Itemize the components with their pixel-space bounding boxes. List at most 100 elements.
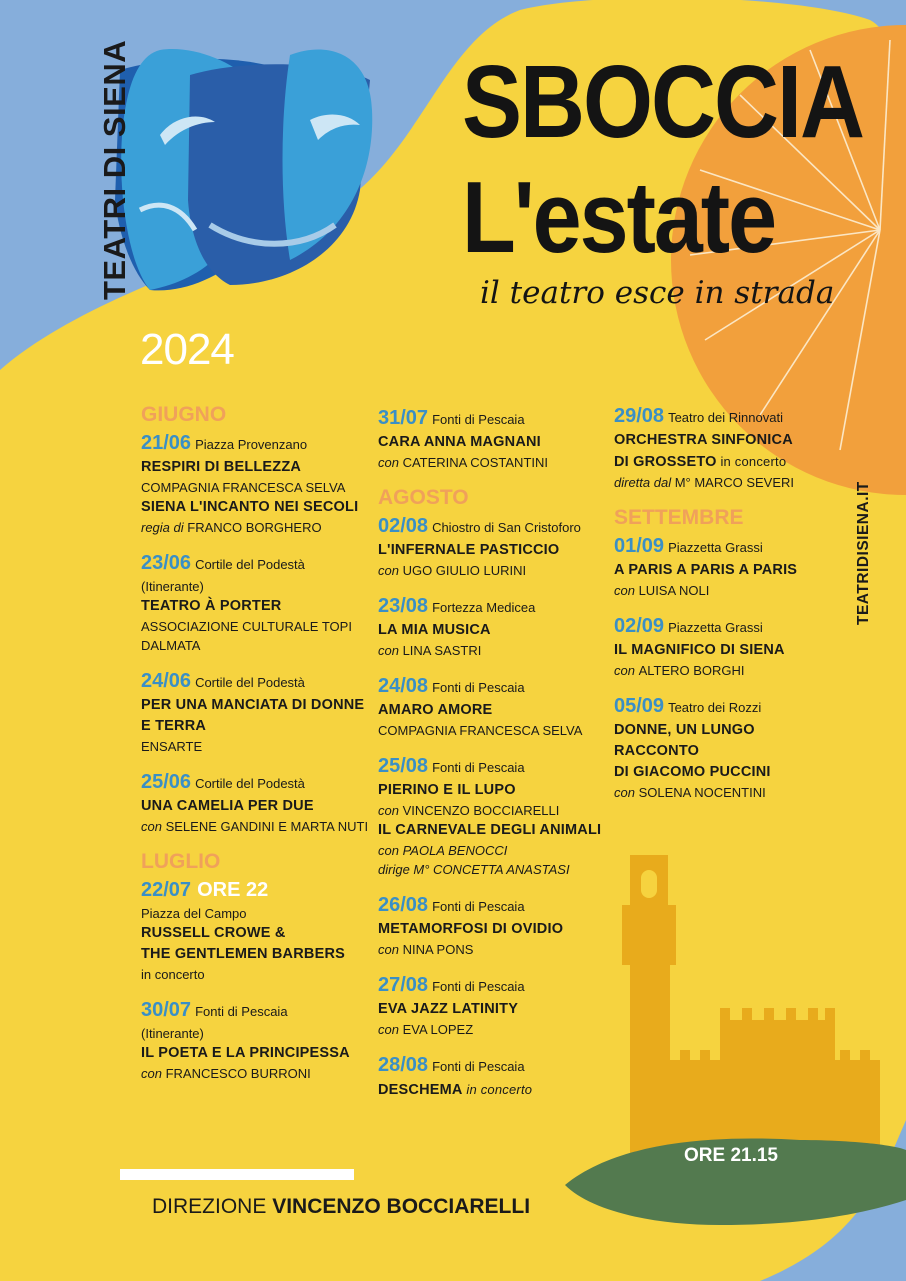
event-venue: Chiostro di San Cristoforo (432, 520, 581, 535)
month-heading: SETTEMBRE (614, 506, 744, 529)
show-time: ORE 21.15 (684, 1145, 778, 1166)
event-date: 23/08 (378, 595, 429, 617)
line-text: UNA CAMELIA PER DUE (141, 798, 314, 814)
event-title: AMARO AMORE (378, 700, 608, 721)
line-text: IL MAGNIFICO DI SIENA (614, 642, 785, 658)
footer-name: VINCENZO BOCCIARELLI (272, 1195, 531, 1218)
event-date-row: 01/09 Piazzetta Grassi (614, 534, 814, 560)
line-text: IL CARNEVALE DEGLI ANIMALI (378, 822, 602, 838)
event-title: PIERINO E IL LUPO (378, 780, 608, 801)
event-venue: Cortile del Podestà (195, 776, 305, 791)
line-text: (Itinerante) (141, 579, 204, 594)
line-text: CARA ANNA MAGNANI (378, 434, 541, 450)
event-date-row: 23/08 Fortezza Medicea (378, 594, 608, 620)
event-credit: con VINCENZO BOCCIARELLI (378, 801, 608, 820)
event-venue: Fonti di Pescaia (432, 979, 525, 994)
line-text: SIENA L'INCANTO NEI SECOLI (141, 499, 359, 515)
line-text: TEATRO À PORTER (141, 598, 282, 614)
event-title: IL MAGNIFICO DI SIENA (614, 640, 814, 661)
event-venue: Fonti di Pescaia (432, 1059, 525, 1074)
line-text: in concerto (141, 967, 205, 982)
event-venue: Fonti di Pescaia (432, 412, 525, 427)
event-date: 01/09 (614, 535, 665, 557)
event-date: 21/06 (141, 432, 192, 454)
line-text: EVA LOPEZ (402, 1022, 474, 1037)
event-item: 23/08 Fortezza Medicea LA MIA MUSICA con LI… (378, 594, 608, 660)
line-text: M° MARCO SEVERI (674, 475, 795, 490)
event-title: RUSSELL CROWE & (141, 923, 371, 944)
event-date-row: 22/07 ORE 22 (141, 878, 371, 904)
event-title: E TERRA (141, 716, 371, 737)
line-text: DI GROSSETO (614, 454, 717, 470)
event-credit: ASSOCIAZIONE CULTURALE TOPI (141, 617, 371, 636)
event-title: IL CARNEVALE DEGLI ANIMALI (378, 820, 608, 841)
event-date: 02/09 (614, 615, 665, 637)
event-item: 24/08 Fonti di Pescaia AMARO AMORE COMPAGNI… (378, 674, 608, 740)
event-credit: regia di FRANCO BORGHERO (141, 518, 371, 537)
line-text: ENSARTE (141, 739, 203, 754)
line-text: FRANCESCO BURRONI (165, 1066, 311, 1081)
event-title: A PARIS A PARIS A PARIS (614, 560, 814, 581)
event-date: 25/06 (141, 771, 192, 793)
event-date: 30/07 (141, 999, 192, 1021)
line-text: VINCENZO BOCCIARELLI (402, 803, 560, 818)
event-credit: con SELENE GANDINI E MARTA NUTI (141, 817, 371, 836)
event-credit: COMPAGNIA FRANCESCA SELVA (141, 478, 371, 497)
event-title: METAMORFOSI DI OVIDIO (378, 919, 608, 940)
line-text: PIERINO E IL LUPO (378, 782, 516, 798)
credit-prefix: con (378, 455, 403, 470)
event-credit: con FRANCESCO BURRONI (141, 1064, 371, 1083)
line-text: RESPIRI DI BELLEZZA (141, 459, 302, 475)
line-suffix: in concerto (462, 1082, 533, 1097)
line-text: CATERINA COSTANTINI (402, 455, 548, 470)
event-title: EVA JAZZ LATINITY (378, 999, 608, 1020)
event-title: UNA CAMELIA PER DUE (141, 796, 371, 817)
event-credit: Piazza del Campo (141, 904, 371, 923)
line-text: COMPAGNIA FRANCESCA SELVA (378, 723, 583, 738)
event-date-row: 21/06 Piazza Provenzano (141, 431, 371, 457)
line-text: IL POETA E LA PRINCIPESSA (141, 1045, 350, 1061)
event-item: 02/08 Chiostro di San Cristoforo L'INFERNA… (378, 514, 608, 580)
credit-prefix: dirige (378, 862, 414, 877)
event-date-row: 25/06 Cortile del Podestà (141, 770, 371, 796)
line-text: DESCHEMA (378, 1082, 463, 1098)
event-date-row: 28/08 Fonti di Pescaia (378, 1053, 608, 1079)
line-text: A PARIS A PARIS A PARIS (614, 562, 798, 578)
sun-graphic (671, 25, 906, 495)
line-suffix: in concerto (716, 454, 787, 469)
credit-prefix: con (614, 785, 639, 800)
line-text: NINA PONS (402, 942, 474, 957)
footer-direction: DIREZIONE VINCENZO BOCCIARELLI (152, 1195, 530, 1219)
line-text: DI GIACOMO PUCCINI (614, 764, 771, 780)
event-credit: in concerto (141, 965, 371, 984)
event-credit: dirige M° CONCETTA ANASTASI (378, 860, 608, 879)
event-credit: con LUISA NOLI (614, 581, 814, 600)
headline-line2: L'estate (462, 160, 777, 274)
event-date-row: 24/06 Cortile del Podestà (141, 669, 371, 695)
event-credit: DALMATA (141, 636, 371, 655)
footer-label: DIREZIONE (152, 1195, 267, 1218)
event-date: 26/08 (378, 894, 429, 916)
event-item: 25/06 Cortile del Podestà UNA CAMELIA PER … (141, 770, 371, 836)
event-venue: Fortezza Medicea (432, 600, 536, 615)
event-venue: Piazzetta Grassi (668, 540, 763, 555)
event-date: 27/08 (378, 974, 429, 996)
credit-prefix: con (378, 643, 403, 658)
event-venue: Cortile del Podestà (195, 557, 305, 572)
event-date: 24/08 (378, 675, 429, 697)
line-text: EVA JAZZ LATINITY (378, 1001, 519, 1017)
event-item: 02/09 Piazzetta Grassi IL MAGNIFICO DI SIE… (614, 614, 814, 680)
line-text: PAOLA BENOCCI (402, 843, 508, 858)
event-item: 05/09 Teatro dei Rozzi DONNE, UN LUNGO RAC… (614, 694, 814, 802)
event-date-row: 05/09 Teatro dei Rozzi (614, 694, 814, 720)
event-venue: Fonti di Pescaia (195, 1004, 288, 1019)
event-venue: Teatro dei Rozzi (668, 700, 762, 715)
line-text: DALMATA (141, 638, 201, 653)
event-item: 27/08 Fonti di Pescaia EVA JAZZ LATINITY co… (378, 973, 608, 1039)
line-text: ASSOCIAZIONE CULTURALE TOPI (141, 619, 352, 634)
headline-tagline: il teatro esce in strada (480, 275, 835, 311)
event-item: 21/06 Piazza Provenzano RESPIRI DI BELLEZZ… (141, 431, 371, 537)
line-text: ORCHESTRA SINFONICA (614, 432, 793, 448)
event-date-row: 30/07 Fonti di Pescaia (141, 998, 371, 1024)
green-hill (565, 1138, 906, 1225)
